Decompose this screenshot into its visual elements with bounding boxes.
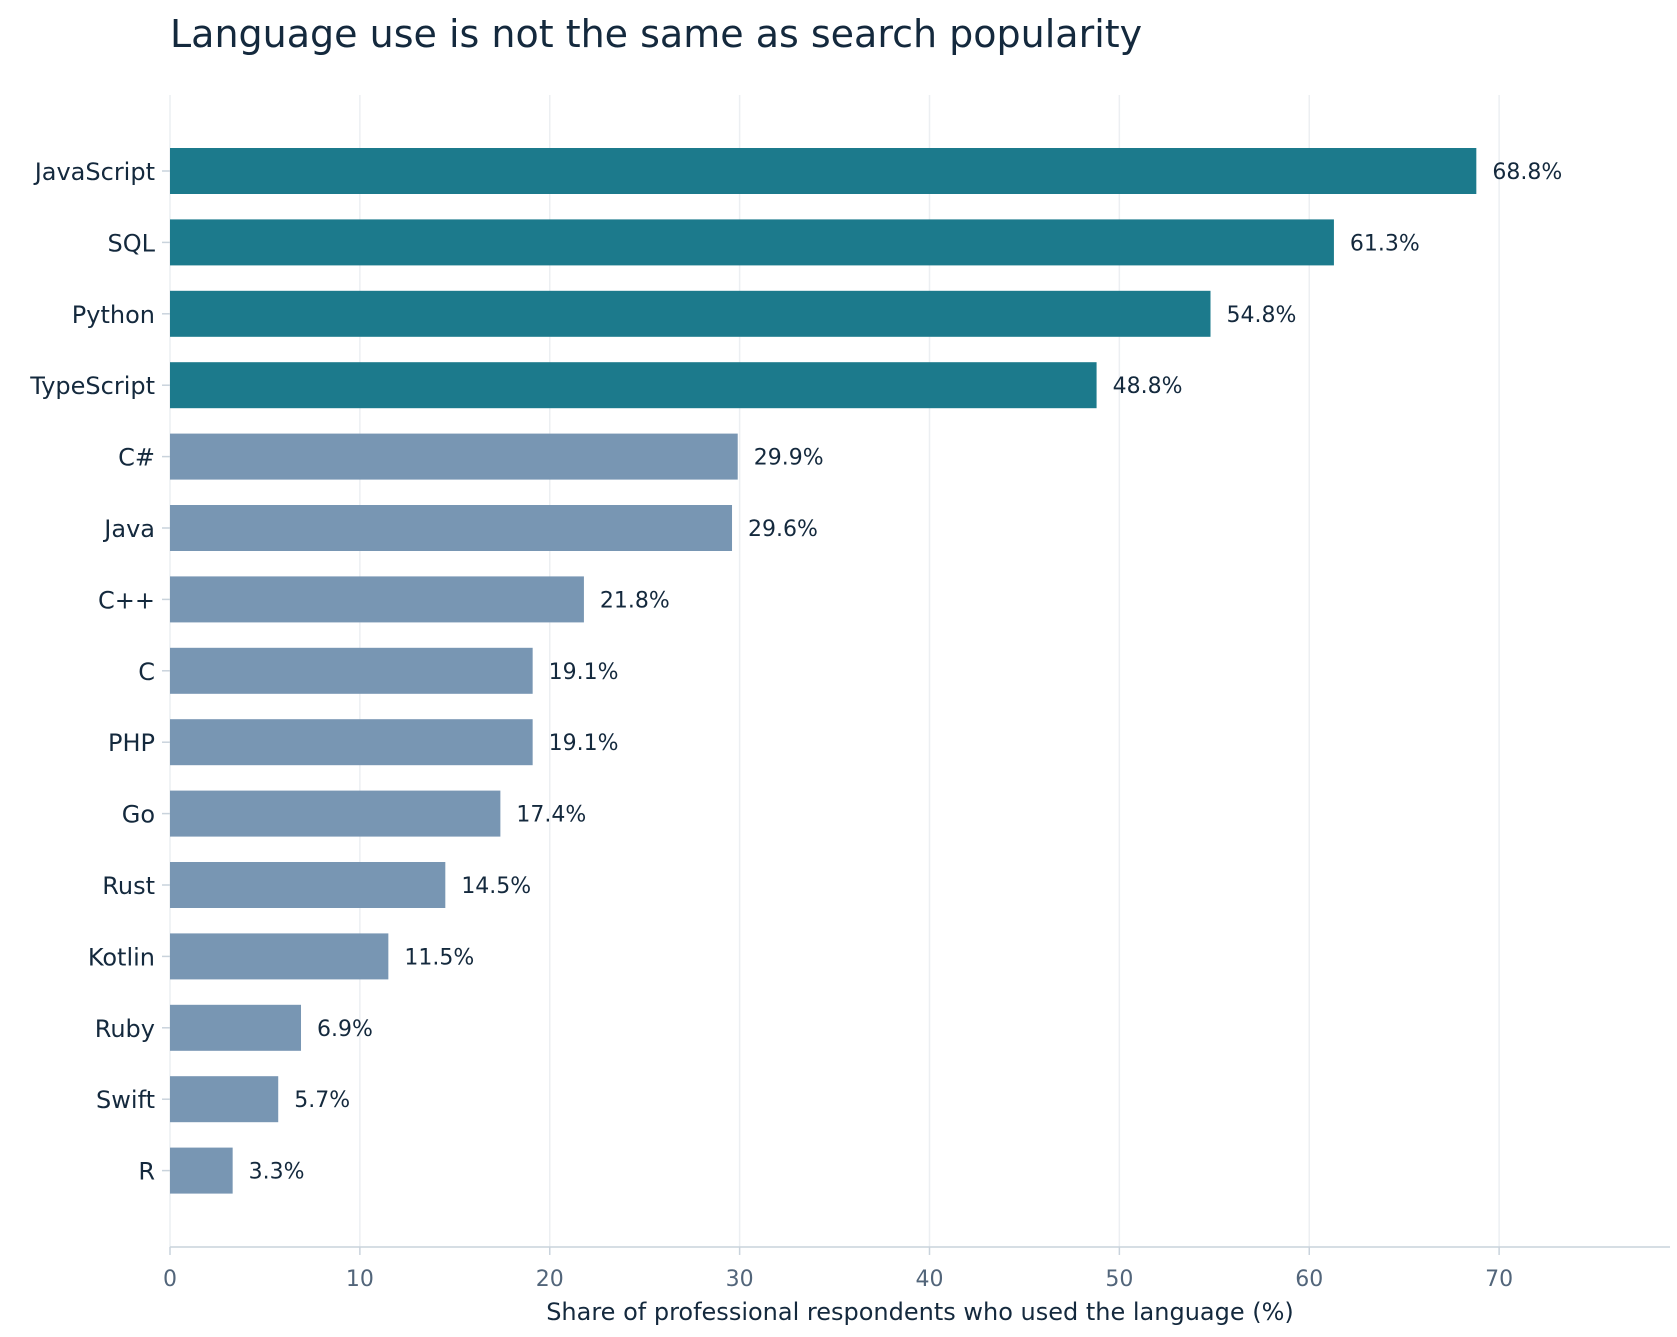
category-label: Rust (102, 872, 155, 900)
data-label: 14.5% (461, 874, 531, 899)
data-label: 68.8% (1492, 160, 1562, 185)
bar-swift (170, 1076, 279, 1123)
data-label: 48.8% (1113, 374, 1183, 399)
bar-rust (170, 862, 446, 908)
category-label: Kotlin (88, 943, 155, 971)
chart-title: Language use is not the same as search p… (170, 12, 1143, 56)
bar-typescript (170, 362, 1097, 409)
x-axis-label: Share of professional respondents who us… (546, 1298, 1294, 1326)
axes: 0 10 20 30 40 50 60 70 JavaScript SQL Python TypeSc… (29, 158, 1670, 1292)
data-label: 54.8% (1227, 303, 1297, 328)
x-tick-label: 50 (1105, 1267, 1133, 1292)
bar-go (170, 790, 501, 837)
category-label: TypeScript (29, 372, 155, 400)
data-label: 29.6% (748, 517, 818, 542)
data-label: 19.1% (549, 731, 619, 756)
data-label: 19.1% (549, 660, 619, 685)
bar-kotlin (170, 933, 389, 980)
x-tick-label: 20 (536, 1267, 564, 1292)
category-label: R (138, 1158, 155, 1186)
bar-javascript (170, 148, 1477, 194)
bar-r (170, 1147, 233, 1194)
x-tick-label: 60 (1295, 1267, 1323, 1292)
category-label: C++ (98, 586, 155, 614)
bar-c (170, 433, 738, 480)
data-label: 61.3% (1350, 231, 1420, 256)
data-label: 17.4% (516, 803, 586, 828)
category-label: Go (122, 801, 155, 829)
bar-c (170, 647, 533, 694)
bar-ruby (170, 1004, 302, 1051)
bar-sql (170, 219, 1334, 266)
x-tick-label: 40 (915, 1267, 943, 1292)
category-label: PHP (108, 729, 155, 757)
data-label: 11.5% (404, 945, 474, 970)
bar-php (170, 719, 533, 766)
category-label: Ruby (95, 1015, 155, 1043)
data-label: 3.3% (249, 1160, 305, 1185)
category-label: JavaScript (33, 158, 155, 186)
category-label: C# (118, 444, 155, 472)
bar-python (170, 290, 1211, 337)
bar-c (170, 576, 584, 623)
data-label: 6.9% (317, 1017, 373, 1042)
category-label: Python (72, 301, 155, 329)
category-label: Java (102, 515, 155, 543)
data-label: 21.8% (600, 588, 670, 613)
x-tick-label: 70 (1485, 1267, 1513, 1292)
x-tick-label: 0 (163, 1267, 177, 1292)
bars: 68.8% 61.3% 54.8% 48.8% 29.9% 29.6% 21.8% 19.1%… (170, 148, 1562, 1194)
x-tick-label: 10 (346, 1267, 374, 1292)
category-label: Swift (96, 1086, 155, 1114)
data-label: 29.9% (754, 446, 824, 471)
category-label: C (138, 658, 155, 686)
bar-java (170, 505, 733, 551)
data-label: 5.7% (294, 1088, 350, 1113)
x-tick-label: 30 (726, 1267, 754, 1292)
category-label: SQL (108, 229, 156, 257)
